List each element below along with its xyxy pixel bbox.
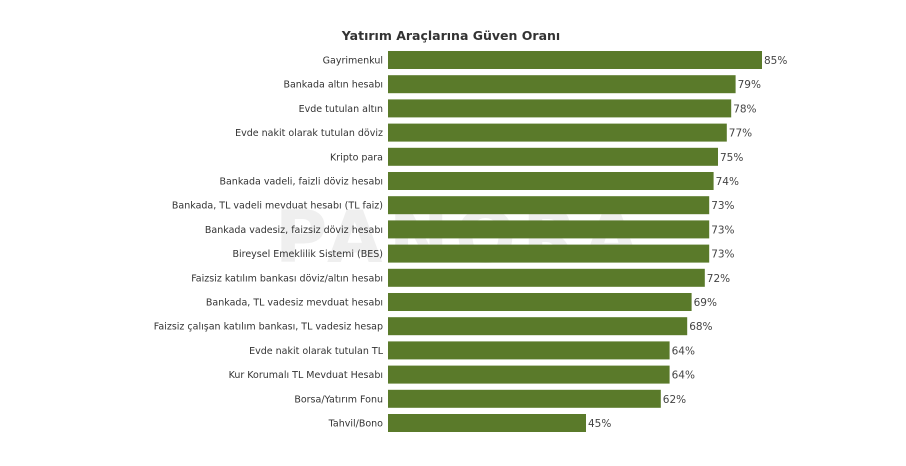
category-label: Kur Korumalı TL Mevduat Hesabı — [229, 370, 383, 381]
chart-title: Yatırım Araçlarına Güven Oranı — [341, 28, 560, 43]
value-label: 64% — [672, 345, 695, 357]
value-label: 62% — [663, 394, 686, 406]
bars-group: Gayrimenkul 85% Bankada altın hesabı 79% Evd… — [154, 51, 787, 432]
bar-13 — [388, 341, 670, 360]
value-label: 78% — [733, 103, 756, 115]
category-label: Faizsiz çalışan katılım bankası, TL vade… — [154, 322, 383, 333]
bar-15 — [388, 389, 661, 408]
bar-11 — [388, 293, 692, 311]
value-label: 73% — [711, 200, 734, 212]
value-label: 77% — [729, 128, 752, 140]
value-label: 45% — [588, 418, 611, 430]
category-label: Evde tutulan altın — [299, 104, 383, 115]
bar-10 — [388, 268, 705, 287]
value-label: 73% — [711, 249, 734, 261]
value-label: 73% — [711, 224, 734, 236]
bar-12 — [388, 317, 688, 336]
value-label: 69% — [694, 297, 717, 309]
category-label: Borsa/Yatırım Fonu — [294, 394, 383, 405]
category-label: Bankada, TL vadesiz mevduat hesabı — [206, 298, 383, 309]
category-label: Faizsiz katılım bankası döviz/altın hesa… — [191, 273, 383, 284]
value-label: 64% — [672, 370, 695, 382]
bar-14 — [388, 365, 670, 384]
bar-3 — [388, 99, 732, 118]
category-label: Bankada altın hesabı — [283, 80, 383, 91]
value-label: 72% — [707, 273, 730, 285]
bar-1 — [388, 51, 762, 69]
category-label: Bankada vadesiz, faizsiz döviz hesabı — [205, 225, 383, 236]
bar-7 — [388, 196, 710, 215]
bar-8 — [388, 220, 710, 239]
bar-2 — [388, 75, 736, 94]
value-label: 74% — [716, 176, 739, 188]
category-label: Evde nakit olarak tutulan TL — [249, 346, 384, 357]
bar-9 — [388, 244, 710, 263]
category-label: Kripto para — [330, 152, 383, 163]
category-label: Bankada, TL vadeli mevduat hesabı (TL fa… — [172, 201, 383, 212]
bar-5 — [388, 147, 718, 166]
bar-16 — [388, 414, 586, 432]
category-label: Tahvil/Bono — [328, 419, 384, 430]
bar-6 — [388, 172, 714, 190]
category-label: Evde nakit olarak tutulan döviz — [235, 128, 383, 139]
value-label: 75% — [720, 152, 743, 164]
value-label: 68% — [689, 321, 712, 333]
value-label: 79% — [738, 79, 761, 91]
category-label: Bankada vadeli, faizli döviz hesabı — [219, 177, 383, 188]
bar-4 — [388, 123, 727, 142]
category-label: Bireysel Emeklilik Sistemi (BES) — [232, 249, 383, 260]
value-label: 85% — [764, 55, 787, 67]
category-label: Gayrimenkul — [323, 56, 383, 67]
